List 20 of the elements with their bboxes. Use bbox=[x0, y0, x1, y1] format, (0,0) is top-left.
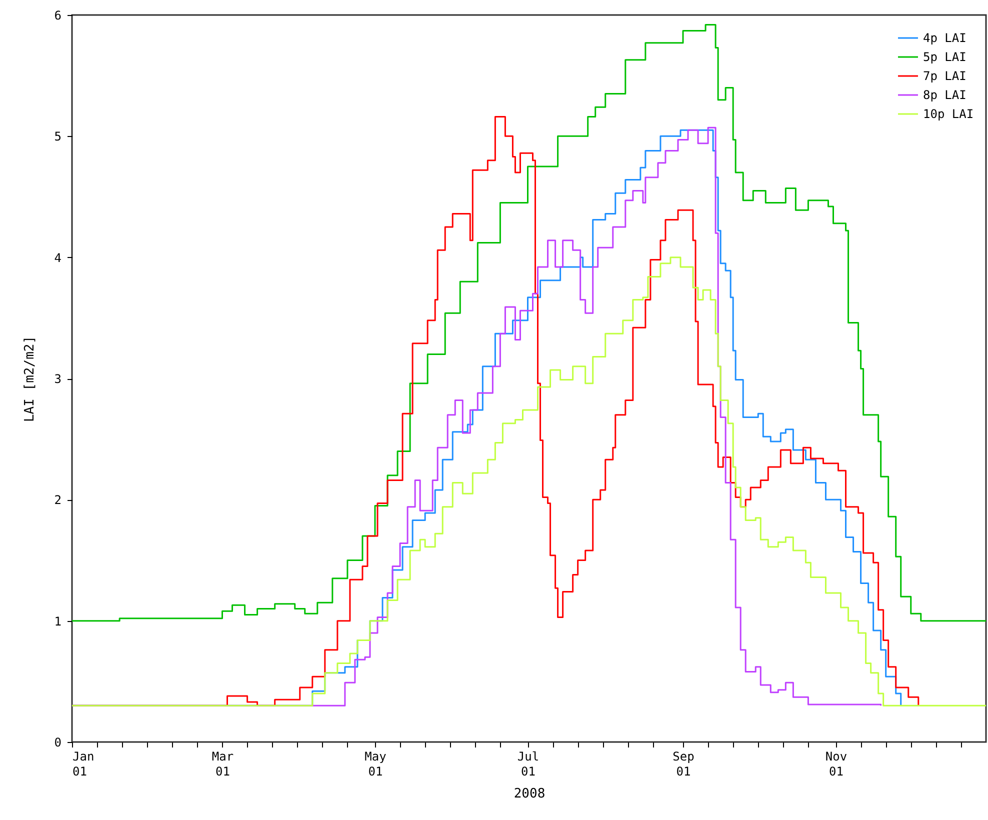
legend-label: 10p LAI bbox=[923, 107, 974, 121]
y-tick-label: 0 bbox=[54, 736, 62, 750]
y-tick-label: 5 bbox=[54, 130, 62, 144]
x-tick-label: Mar 01 bbox=[212, 750, 234, 778]
x-tick-label: Jan 01 bbox=[72, 750, 94, 778]
y-tick-label: 4 bbox=[54, 250, 62, 265]
x-tick-label: May 01 bbox=[364, 750, 386, 778]
x-axis-title: 2008 bbox=[514, 786, 546, 802]
y-tick-label: 2 bbox=[54, 493, 62, 508]
x-tick-label: Sep 01 bbox=[672, 750, 694, 778]
x-tick-label: Nov 01 bbox=[825, 750, 848, 778]
legend-label: 8p LAI bbox=[923, 88, 966, 102]
y-tick-label: 1 bbox=[54, 614, 62, 628]
legend-label: 4p LAI bbox=[923, 31, 966, 45]
x-tick-label: Jul 01 bbox=[517, 750, 540, 778]
legend-label: 7p LAI bbox=[923, 69, 966, 83]
y-axis-title: LAI [m2/m2] bbox=[22, 336, 38, 422]
y-tick-label: 3 bbox=[54, 372, 62, 386]
legend-label: 5p LAI bbox=[923, 50, 966, 64]
y-tick-label: 6 bbox=[54, 8, 62, 22]
